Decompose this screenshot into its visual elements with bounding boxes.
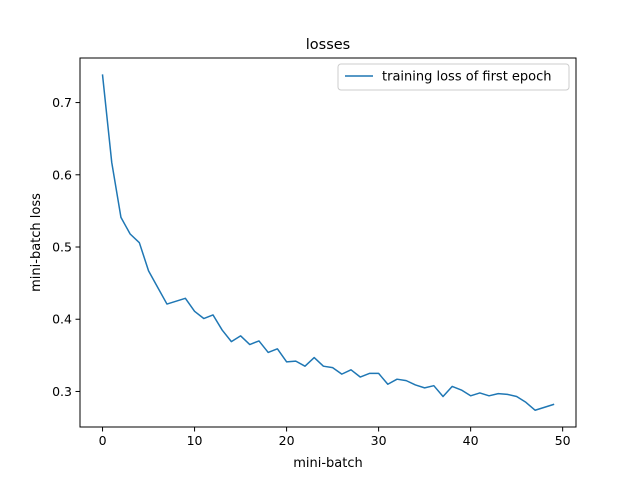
y-tick-label: 0.5 xyxy=(52,240,72,255)
series-line xyxy=(101,74,555,411)
chart-title: losses xyxy=(306,37,350,53)
x-tick-label: 20 xyxy=(279,433,295,448)
x-axis-label: mini-batch xyxy=(293,456,363,471)
x-tick-label: 40 xyxy=(463,433,479,448)
x-tick-label: 0 xyxy=(99,433,107,448)
legend-box xyxy=(337,63,570,91)
plot-area: 0 10 20 30 40 50 0.3 0.4 0.5 0.6 0.7 xyxy=(52,74,571,448)
x-tick-label: 50 xyxy=(555,433,571,448)
x-tick-label: 10 xyxy=(187,433,203,448)
y-tick-label: 0.7 xyxy=(52,95,72,110)
y-tick-label: 0.3 xyxy=(52,384,72,399)
legend: training loss of first epoch xyxy=(337,63,570,91)
axes-frame xyxy=(79,57,577,428)
y-tick-label: 0.6 xyxy=(52,167,72,182)
y-tick-label: 0.4 xyxy=(52,312,72,327)
legend-label: training loss of first epoch xyxy=(382,70,552,85)
x-tick-label: 30 xyxy=(371,433,387,448)
y-axis-label: mini-batch loss xyxy=(29,193,44,292)
